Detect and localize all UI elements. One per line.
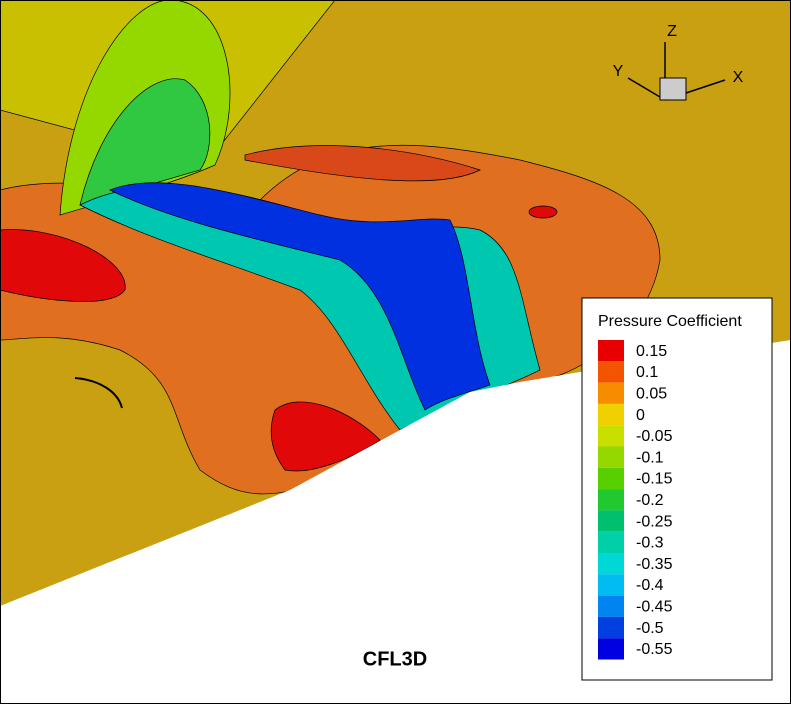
legend-swatch bbox=[598, 638, 624, 660]
legend-label: -0.15 bbox=[636, 471, 673, 488]
legend-title: Pressure Coefficient bbox=[598, 313, 742, 330]
legend-label: -0.2 bbox=[636, 492, 664, 509]
legend-swatch bbox=[598, 595, 624, 617]
legend-swatch bbox=[598, 467, 624, 490]
axis-line bbox=[627, 77, 666, 101]
plot-title: CFL3D bbox=[363, 648, 427, 670]
legend-swatch bbox=[598, 489, 624, 511]
legend-swatch bbox=[598, 403, 624, 426]
legend-label: 0 bbox=[636, 407, 645, 424]
axes-triad: Z X Y bbox=[613, 23, 744, 101]
legend-label: -0.25 bbox=[636, 513, 673, 530]
legend-swatch bbox=[598, 574, 624, 596]
legend-swatch bbox=[598, 531, 624, 553]
legend-label: -0.35 bbox=[636, 556, 673, 573]
field-region bbox=[109, 182, 491, 411]
legend-label: 0.05 bbox=[636, 385, 667, 402]
legend-swatch bbox=[598, 446, 624, 468]
contour-line bbox=[74, 377, 123, 409]
legend-swatch bbox=[598, 340, 624, 362]
legend-swatch bbox=[598, 382, 624, 404]
legend-swatch bbox=[598, 361, 624, 383]
axis-label: X bbox=[733, 69, 744, 86]
legend-label: -0.4 bbox=[636, 577, 664, 594]
axis-label: Z bbox=[667, 23, 677, 40]
legend-swatch bbox=[598, 553, 624, 575]
field-region bbox=[270, 401, 381, 472]
legend-swatch bbox=[598, 510, 624, 532]
field-region bbox=[0, 229, 126, 302]
legend-label: -0.45 bbox=[636, 598, 673, 615]
legend-label: -0.05 bbox=[636, 428, 673, 445]
field-region bbox=[79, 78, 211, 206]
legend-label: -0.55 bbox=[636, 641, 673, 658]
legend-label: 0.1 bbox=[636, 364, 658, 381]
legend-swatch bbox=[598, 425, 624, 447]
legend-label: -0.3 bbox=[636, 535, 664, 552]
field-region bbox=[528, 205, 558, 219]
legend-swatch bbox=[598, 616, 624, 639]
legend-label: 0.15 bbox=[636, 343, 667, 360]
legend-label: -0.1 bbox=[636, 449, 664, 466]
axis-label: Y bbox=[613, 63, 624, 80]
legend-label: -0.5 bbox=[636, 620, 664, 637]
triad-cube bbox=[659, 77, 687, 101]
legend: Pressure Coefficient 0.15 0.1 0.05 0 -0.05 -0… bbox=[581, 297, 773, 681]
field-region bbox=[244, 145, 481, 182]
